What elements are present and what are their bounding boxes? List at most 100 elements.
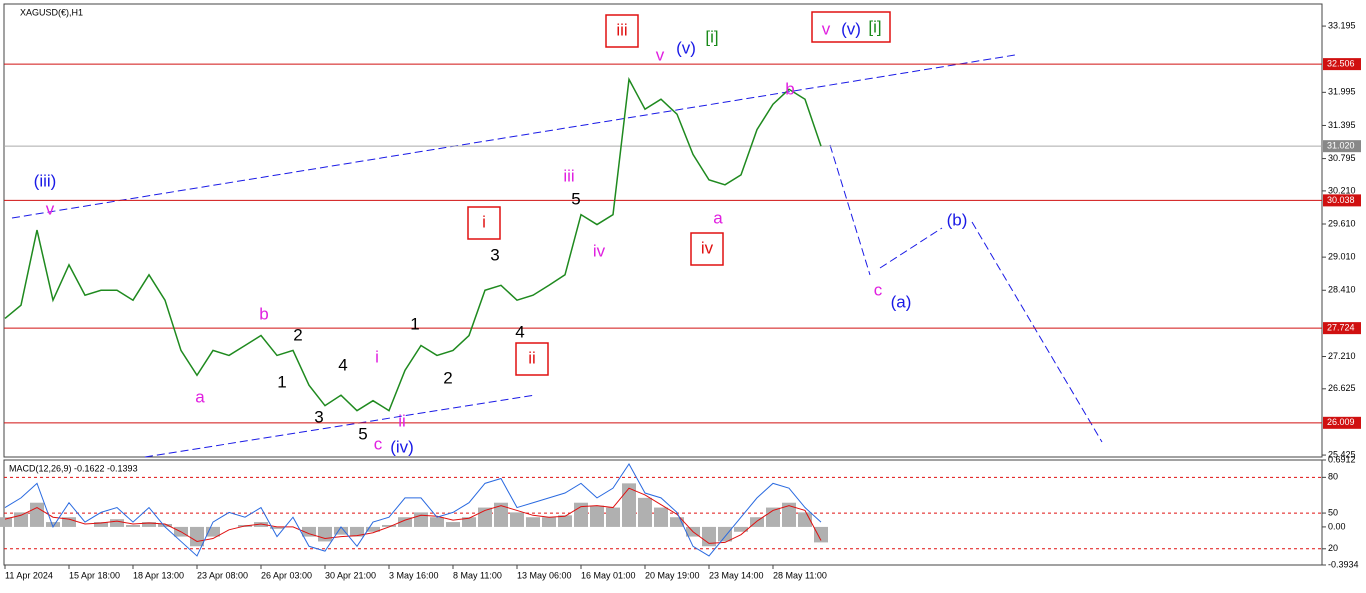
label-box: [467, 206, 501, 240]
x-tick-label: 30 Apr 21:00: [325, 570, 376, 580]
wave-label: b: [785, 79, 794, 98]
histogram-bar: [158, 524, 172, 527]
chart-title: XAGUSD(€),H1: [20, 7, 83, 17]
label-box: [690, 232, 724, 266]
level-tag: [1323, 322, 1361, 335]
wave-label: 4: [515, 322, 524, 341]
wave-label: 4: [338, 355, 347, 374]
projection-line: [879, 227, 943, 269]
y-tick-label: 30.210: [1328, 185, 1356, 195]
x-tick-label: 11 Apr 2024: [5, 570, 53, 580]
histogram-bar: [206, 526, 220, 537]
y-tick-label: 0.00: [1328, 521, 1346, 531]
histogram-bar: [430, 517, 444, 527]
wave-label: i: [375, 347, 379, 366]
x-tick-label: 20 May 19:00: [645, 570, 700, 580]
price-line: [4, 487, 822, 544]
histogram-bar: [334, 526, 348, 535]
projection-line: [971, 221, 1103, 443]
level-label: 27.724: [1327, 323, 1355, 333]
level-label: 26.009: [1327, 417, 1355, 427]
indicator-title: MACD(12,26,9) -0.1622 -0.1393: [9, 463, 138, 473]
histogram-bar: [318, 526, 332, 542]
y-tick-label: 28.410: [1328, 285, 1356, 295]
price-tag: [1323, 140, 1361, 153]
wave-label: v: [656, 45, 665, 64]
histogram-bar: [302, 526, 316, 537]
wave-label: c: [874, 280, 883, 299]
price-line: [4, 463, 822, 557]
wave-label: b: [259, 304, 268, 323]
y-tick-label: 31.995: [1328, 87, 1356, 97]
histogram-bar: [190, 526, 204, 547]
price-panel: [3, 3, 1323, 458]
y-tick-label: 0.6912: [1328, 454, 1356, 464]
wave-label: ii: [528, 348, 536, 367]
wave-label: a: [713, 208, 723, 227]
histogram-bar: [446, 522, 460, 527]
projection-line: [829, 144, 871, 276]
histogram-bar: [814, 526, 828, 543]
histogram-bar: [590, 505, 604, 527]
wave-label: iv: [593, 241, 606, 260]
wave-label: 5: [358, 424, 367, 443]
level-tag: [1323, 58, 1361, 71]
histogram-bar: [46, 522, 60, 527]
wave-label: 1: [277, 372, 286, 391]
histogram-bar: [382, 524, 396, 527]
wave-label: v: [822, 19, 831, 38]
histogram-bar: [414, 512, 428, 527]
wave-label: a: [195, 387, 205, 406]
price-line: [4, 76, 822, 412]
histogram-bar: [366, 526, 380, 532]
x-tick-label: 23 Apr 08:00: [197, 570, 248, 580]
x-tick-label: 13 May 06:00: [517, 570, 572, 580]
histogram-bar: [142, 522, 156, 527]
wave-label: iv: [701, 238, 714, 257]
wave-label: (b): [947, 210, 968, 229]
histogram-bar: [0, 517, 12, 527]
wave-label: [i]: [868, 17, 881, 36]
x-tick-label: 3 May 16:00: [389, 570, 439, 580]
wave-label: (v): [676, 38, 696, 57]
histogram-bar: [62, 517, 76, 527]
wave-label: (a): [891, 292, 912, 311]
y-tick-label: -0.3934: [1328, 559, 1359, 569]
label-box: [515, 342, 549, 376]
histogram-bar: [462, 517, 476, 527]
level-label: 32.506: [1327, 58, 1355, 68]
y-tick-label: 27.210: [1328, 351, 1356, 361]
y-tick-label: 29.010: [1328, 252, 1356, 262]
histogram-bar: [654, 507, 668, 527]
wave-label: (v): [841, 19, 861, 38]
wave-label: 1: [410, 314, 419, 333]
y-tick-label: 20: [1328, 543, 1338, 553]
histogram-bar: [558, 515, 572, 527]
y-tick-label: 26.625: [1328, 383, 1356, 393]
label-box: [811, 11, 891, 43]
wave-label: (iv): [390, 437, 414, 456]
x-tick-label: 15 Apr 18:00: [69, 570, 120, 580]
level-tag: [1323, 416, 1361, 429]
macd-panel: [3, 459, 1323, 566]
histogram-bar: [270, 526, 284, 529]
x-tick-label: 8 May 11:00: [453, 570, 502, 580]
histogram-bar: [126, 524, 140, 527]
wave-label: ii: [398, 411, 406, 430]
histogram-bar: [622, 483, 636, 527]
histogram-bar: [750, 517, 764, 527]
level-tag: [1323, 194, 1361, 207]
y-tick-label: 30.795: [1328, 153, 1356, 163]
wave-label: 3: [490, 245, 499, 264]
y-tick-label: 31.395: [1328, 120, 1356, 130]
histogram-bar: [30, 502, 44, 527]
histogram-bar: [350, 526, 364, 537]
channel-line: [144, 394, 536, 458]
current-price-label: 31.020: [1327, 141, 1355, 151]
wave-label: 5: [571, 189, 580, 208]
wave-label: 3: [314, 407, 323, 426]
wave-label: [i]: [705, 27, 718, 46]
x-tick-label: 26 Apr 03:00: [261, 570, 312, 580]
y-tick-label: 29.610: [1328, 218, 1356, 228]
